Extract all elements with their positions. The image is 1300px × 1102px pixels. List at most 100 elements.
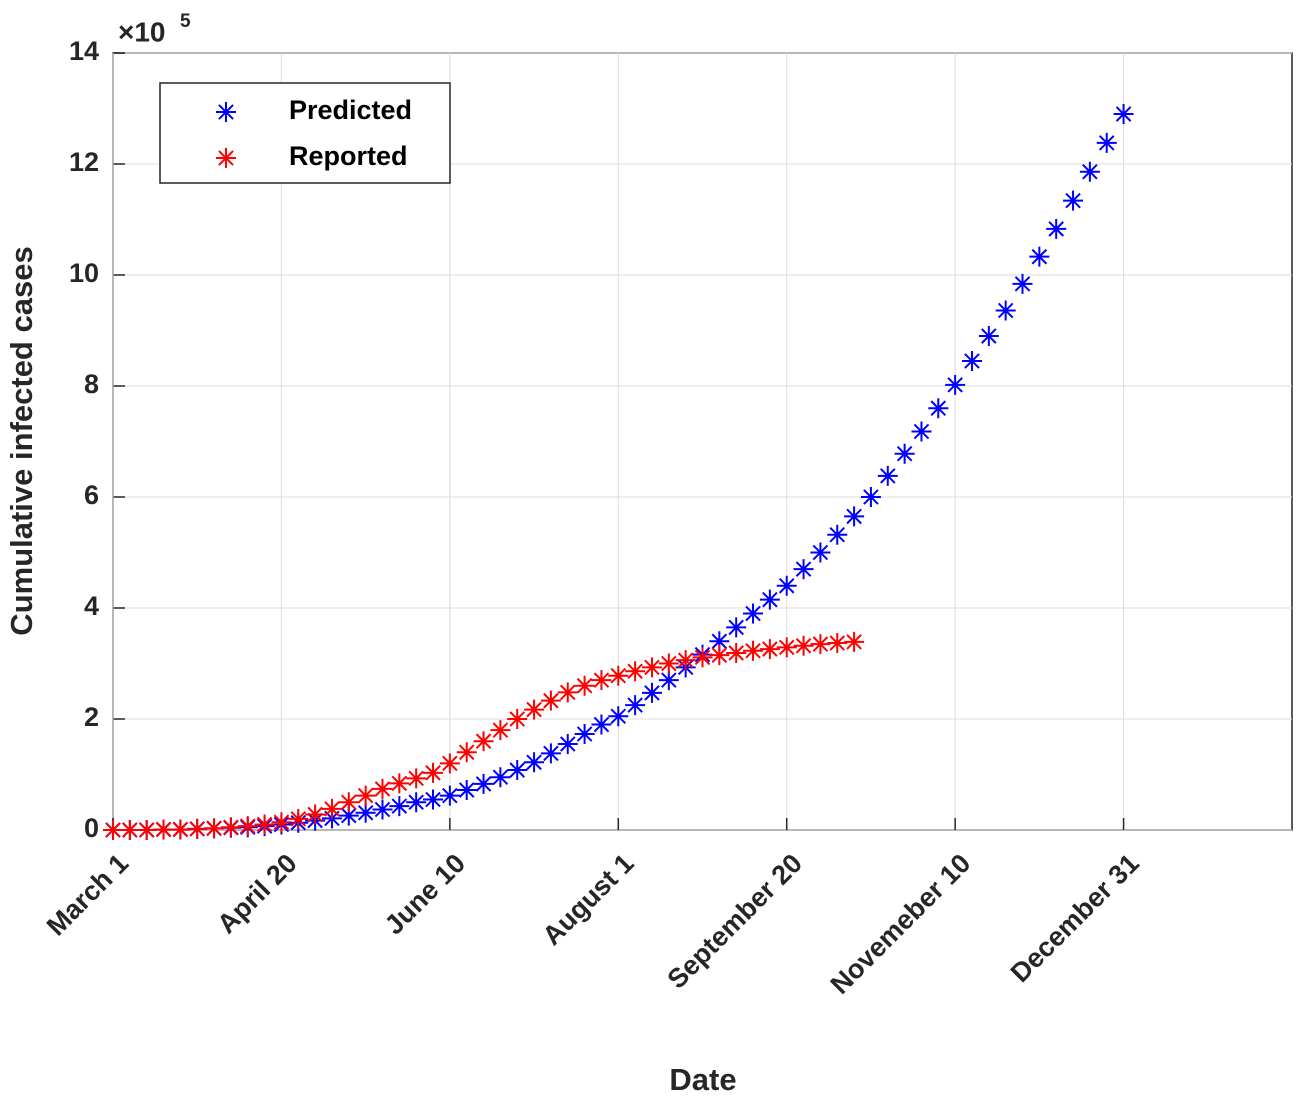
data-point: [608, 665, 629, 686]
data-point: [557, 733, 578, 754]
data-point: [591, 714, 612, 735]
data-point: [1096, 132, 1117, 153]
data-point: [136, 820, 157, 840]
data-point: [372, 778, 393, 799]
data-point: [389, 773, 410, 794]
data-point: [608, 706, 629, 727]
data-point: [625, 661, 646, 682]
data-point: [827, 632, 848, 653]
data-point: [473, 773, 494, 794]
data-point: [692, 647, 713, 668]
data-point: [574, 675, 595, 696]
data-point: [658, 653, 679, 674]
data-point: [625, 695, 646, 716]
data-point: [726, 617, 747, 638]
x-tick-label: June 10: [379, 848, 471, 940]
x-tick-label: Novemeber 10: [825, 848, 977, 1000]
data-point: [524, 752, 545, 773]
data-point: [1029, 246, 1050, 267]
data-point: [540, 743, 561, 764]
data-point: [119, 820, 140, 840]
data-point: [423, 762, 444, 783]
data-point: [355, 802, 376, 823]
data-point: [305, 804, 326, 825]
data-point: [641, 682, 662, 703]
data-point: [338, 805, 359, 826]
data-point: [827, 524, 848, 545]
data-point: [844, 631, 865, 652]
data-point: [877, 465, 898, 486]
data-point: [793, 635, 814, 656]
data-point: [1113, 104, 1134, 125]
data-point: [170, 819, 191, 840]
data-point: [1012, 273, 1033, 294]
data-point: [439, 785, 460, 806]
y-tick-label: 6: [84, 480, 99, 510]
data-point: [372, 799, 393, 820]
data-point: [254, 814, 275, 835]
data-point: [473, 731, 494, 752]
y-axis-title: Cumulative infected cases: [4, 246, 39, 635]
data-point: [1063, 190, 1084, 211]
x-axis-title: Date: [669, 1062, 736, 1097]
legend-label: Predicted: [289, 95, 412, 125]
data-point: [237, 816, 258, 837]
data-point: [641, 657, 662, 678]
data-point: [793, 559, 814, 580]
legend: Predicted Reported: [216, 95, 412, 171]
data-point: [204, 818, 225, 839]
data-point: [726, 642, 747, 663]
y-tick-label: 10: [69, 258, 99, 288]
y-tick-label: 8: [84, 369, 99, 399]
data-point: [591, 670, 612, 691]
data-point: [557, 682, 578, 703]
y-tick-label: 14: [69, 36, 99, 66]
data-point: [776, 637, 797, 658]
legend-box: [159, 82, 451, 184]
data-point: [406, 768, 427, 789]
data-point: [709, 645, 730, 666]
data-point: [911, 421, 932, 442]
data-point: [810, 542, 831, 563]
data-point: [1046, 218, 1067, 239]
data-point: [456, 742, 477, 763]
data-point: [743, 603, 764, 624]
data-point: [978, 326, 999, 347]
x-tick-label: September 20: [662, 848, 808, 994]
y-tick-label: 0: [84, 813, 99, 843]
y-tick-label: 12: [69, 147, 99, 177]
data-point: [1079, 161, 1100, 182]
data-point: [894, 443, 915, 464]
data-point: [406, 792, 427, 813]
data-point: [338, 792, 359, 813]
y-multiplier-exponent: 5: [180, 11, 191, 32]
data-point: [776, 575, 797, 596]
data-point: [321, 798, 342, 819]
x-tick-label: August 1: [537, 848, 640, 951]
data-point: [456, 780, 477, 801]
marks: [103, 104, 1134, 840]
data-point: [524, 699, 545, 720]
data-point: [271, 812, 292, 833]
x-tick-label: December 31: [1005, 848, 1145, 988]
data-point: [675, 650, 696, 671]
data-point: [490, 767, 511, 788]
legend-marker: [216, 148, 236, 168]
data-point: [810, 634, 831, 655]
data-point: [288, 808, 309, 829]
y-tick-label: 2: [84, 702, 99, 732]
data-point: [995, 300, 1016, 321]
data-point: [439, 753, 460, 774]
data-point: [389, 796, 410, 817]
data-point: [945, 374, 966, 395]
x-tick-label: April 20: [211, 848, 302, 939]
data-point: [860, 487, 881, 507]
data-point: [759, 589, 780, 610]
data-point: [153, 819, 174, 840]
data-point: [743, 640, 764, 661]
data-point: [187, 818, 208, 839]
data-point: [220, 817, 241, 838]
data-point: [759, 639, 780, 660]
data-point: [709, 631, 730, 652]
